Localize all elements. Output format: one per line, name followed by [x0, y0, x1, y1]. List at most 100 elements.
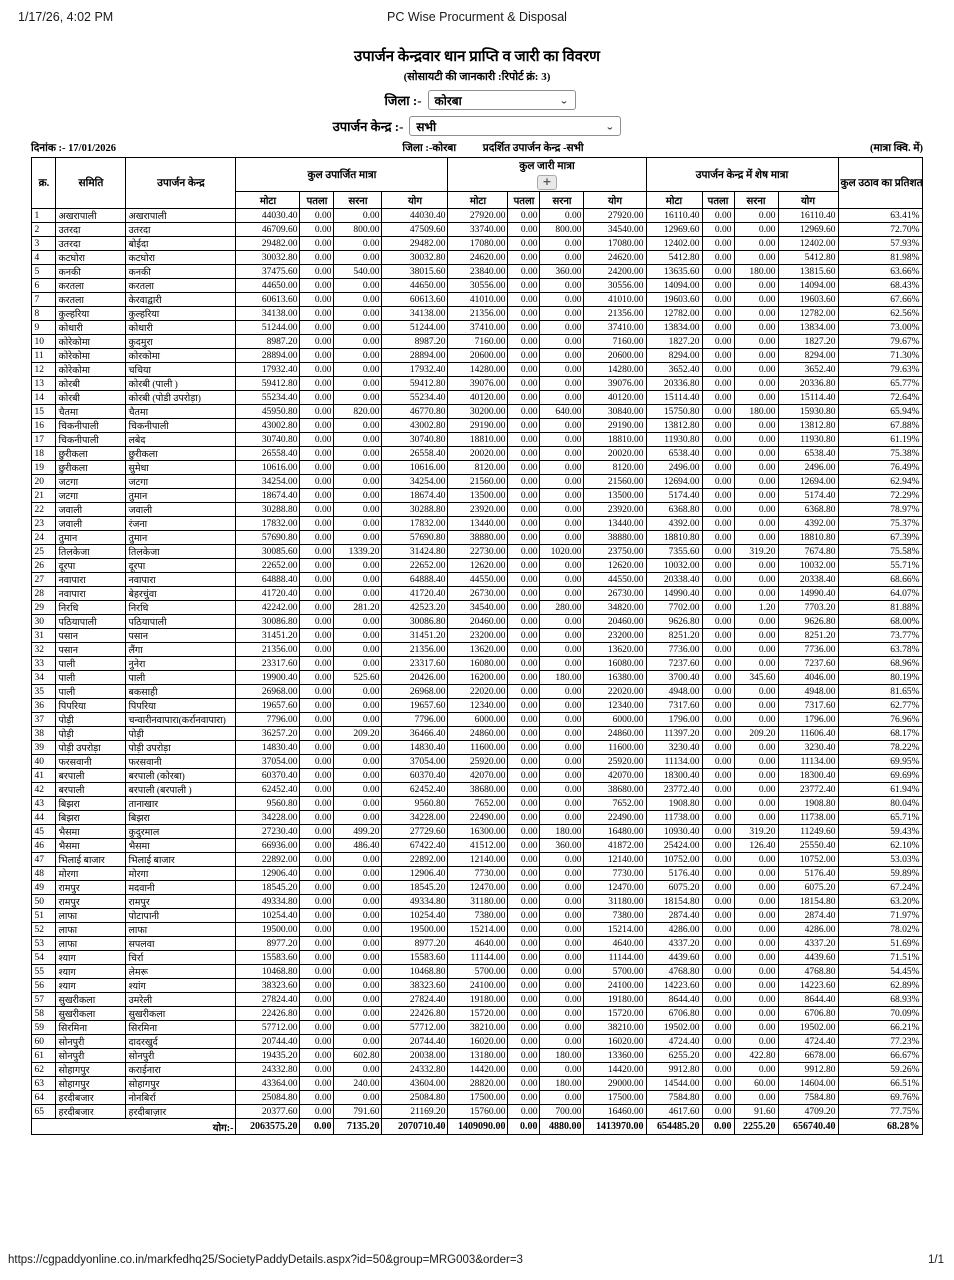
cell-value: 422.80: [733, 1048, 779, 1063]
cell-value: 0.00: [539, 866, 585, 881]
cell-value: 34820.00: [583, 600, 647, 615]
cell-value: 10032.00: [645, 558, 703, 573]
cell-value: 30032.80: [235, 250, 301, 265]
cell-samiti: छुरीकला: [55, 446, 127, 461]
cell-value: 6538.40: [645, 446, 703, 461]
cell-kendra: जटगा: [125, 474, 237, 489]
expand-columns-button[interactable]: +: [536, 175, 557, 190]
cell-percent: 78.97%: [837, 502, 923, 517]
cell-percent: 76.49%: [837, 460, 923, 475]
center-select[interactable]: सभी ⌄: [409, 116, 622, 136]
cell-value: 4617.60: [645, 1104, 703, 1119]
cell-value: 12140.00: [447, 852, 509, 867]
cell-value: 180.00: [733, 404, 779, 419]
cell-percent: 68.66%: [837, 572, 923, 587]
cell-value: 9626.80: [645, 614, 703, 629]
cell-value: 0.00: [299, 880, 335, 895]
cell-percent: 77.23%: [837, 1034, 923, 1049]
cell-value: 60613.60: [381, 292, 449, 307]
cell-value: 0.00: [507, 726, 541, 741]
cell-kendra: तुमान: [125, 530, 237, 545]
cell-value: 0.00: [333, 376, 383, 391]
cell-value: 0.00: [701, 530, 735, 545]
cell-value: 16080.00: [447, 656, 509, 671]
cell-value: 4768.80: [645, 964, 703, 979]
cell-value: 0.00: [539, 1006, 585, 1021]
cell-value: 0.00: [539, 964, 585, 979]
cell-value: 0.00: [701, 390, 735, 405]
cell-sn: 25: [31, 544, 57, 559]
cell-sn: 58: [31, 1006, 57, 1021]
cell-percent: 71.30%: [837, 348, 923, 363]
cell-value: 11134.00: [645, 754, 703, 769]
cell-value: 4640.00: [583, 936, 647, 951]
cell-value: 0.00: [507, 1034, 541, 1049]
cell-value: 0.00: [733, 852, 779, 867]
cell-samiti: भैसमा: [55, 824, 127, 839]
cell-sn: 1: [31, 208, 57, 223]
cell-value: 23750.00: [583, 544, 647, 559]
cell-samiti: कनकी: [55, 264, 127, 279]
cell-value: 16380.00: [583, 670, 647, 685]
cell-value: 34540.00: [447, 600, 509, 615]
cell-value: 0.00: [733, 320, 779, 335]
cell-value: 0.00: [507, 488, 541, 503]
cell-value: 0.00: [333, 250, 383, 265]
table-row: 33 पाली नुनेरा 23317.60 0.00 0.00 23317.60 1608…: [31, 656, 923, 671]
cell-value: 0.00: [539, 880, 585, 895]
cell-value: 57712.00: [235, 1020, 301, 1035]
cell-kendra: कुल्हरिया: [125, 306, 237, 321]
cell-percent: 75.38%: [837, 446, 923, 461]
cell-value: 0.00: [507, 642, 541, 657]
district-select[interactable]: कोरबा ⌄: [427, 90, 576, 110]
cell-value: 37410.00: [447, 320, 509, 335]
cell-value: 0.00: [507, 964, 541, 979]
cell-value: 3652.40: [777, 362, 839, 377]
cell-value: 23317.60: [235, 656, 301, 671]
table-row: 62 सोहागपुर कराईनारा 24332.80 0.00 0.00 24332.…: [31, 1062, 923, 1077]
cell-value: 44030.40: [235, 208, 301, 223]
sub-header-sarna: सरना: [733, 191, 779, 209]
cell-sn: 45: [31, 824, 57, 839]
cell-value: 0.00: [701, 362, 735, 377]
table-body: 1 अखरापाली अखरापाली 44030.40 0.00 0.00 44030.4…: [31, 208, 923, 1135]
cell-value: 1020.00: [539, 544, 585, 559]
cell-value: 60.00: [733, 1076, 779, 1091]
cell-value: 26558.40: [235, 446, 301, 461]
cell-value: 0.00: [733, 208, 779, 223]
cell-value: 30840.00: [583, 404, 647, 419]
cell-percent: 71.97%: [837, 908, 923, 923]
cell-samiti: हरदीबजार: [55, 1104, 127, 1119]
cell-value: 11930.80: [777, 432, 839, 447]
cell-value: 13500.00: [447, 488, 509, 503]
cell-value: 9912.80: [645, 1062, 703, 1077]
cell-sn: 29: [31, 600, 57, 615]
cell-value: 22426.80: [381, 1006, 449, 1021]
table-row: 14 कोरबी कोरबी (पोडी उपरोड़ा) 55234.40 0.00 0…: [31, 390, 923, 405]
table-row: 8 कुल्हरिया कुल्हरिया 34138.00 0.00 0.00 34138…: [31, 306, 923, 321]
cell-value: 0.00: [299, 236, 335, 251]
table-row: 12 कोरेकोमा चचिया 17932.40 0.00 0.00 17932.40 1…: [31, 362, 923, 377]
cell-value: 12140.00: [583, 852, 647, 867]
cell-value: 15214.00: [583, 922, 647, 937]
cell-percent: 81.98%: [837, 250, 923, 265]
sub-header-mota: मोटा: [645, 191, 703, 209]
cell-value: 38880.00: [583, 530, 647, 545]
cell-value: 6706.80: [645, 1006, 703, 1021]
cell-value: 0.00: [733, 712, 779, 727]
cell-kendra: कोरकोमा: [125, 348, 237, 363]
cell-value: 30556.00: [583, 278, 647, 293]
cell-value: 0.00: [733, 768, 779, 783]
cell-sn: 16: [31, 418, 57, 433]
cell-value: 36466.40: [381, 726, 449, 741]
cell-value: 38323.60: [235, 978, 301, 993]
cell-value: 20744.40: [235, 1034, 301, 1049]
cell-value: 0.00: [539, 852, 585, 867]
cell-value: 0.00: [701, 712, 735, 727]
cell-value: 1796.00: [777, 712, 839, 727]
cell-value: 0.00: [701, 936, 735, 951]
cell-value: 17932.40: [381, 362, 449, 377]
cell-value: 0.00: [507, 614, 541, 629]
cell-value: 0.00: [539, 278, 585, 293]
center-label: उपार्जन केन्द्र :-: [332, 119, 404, 134]
